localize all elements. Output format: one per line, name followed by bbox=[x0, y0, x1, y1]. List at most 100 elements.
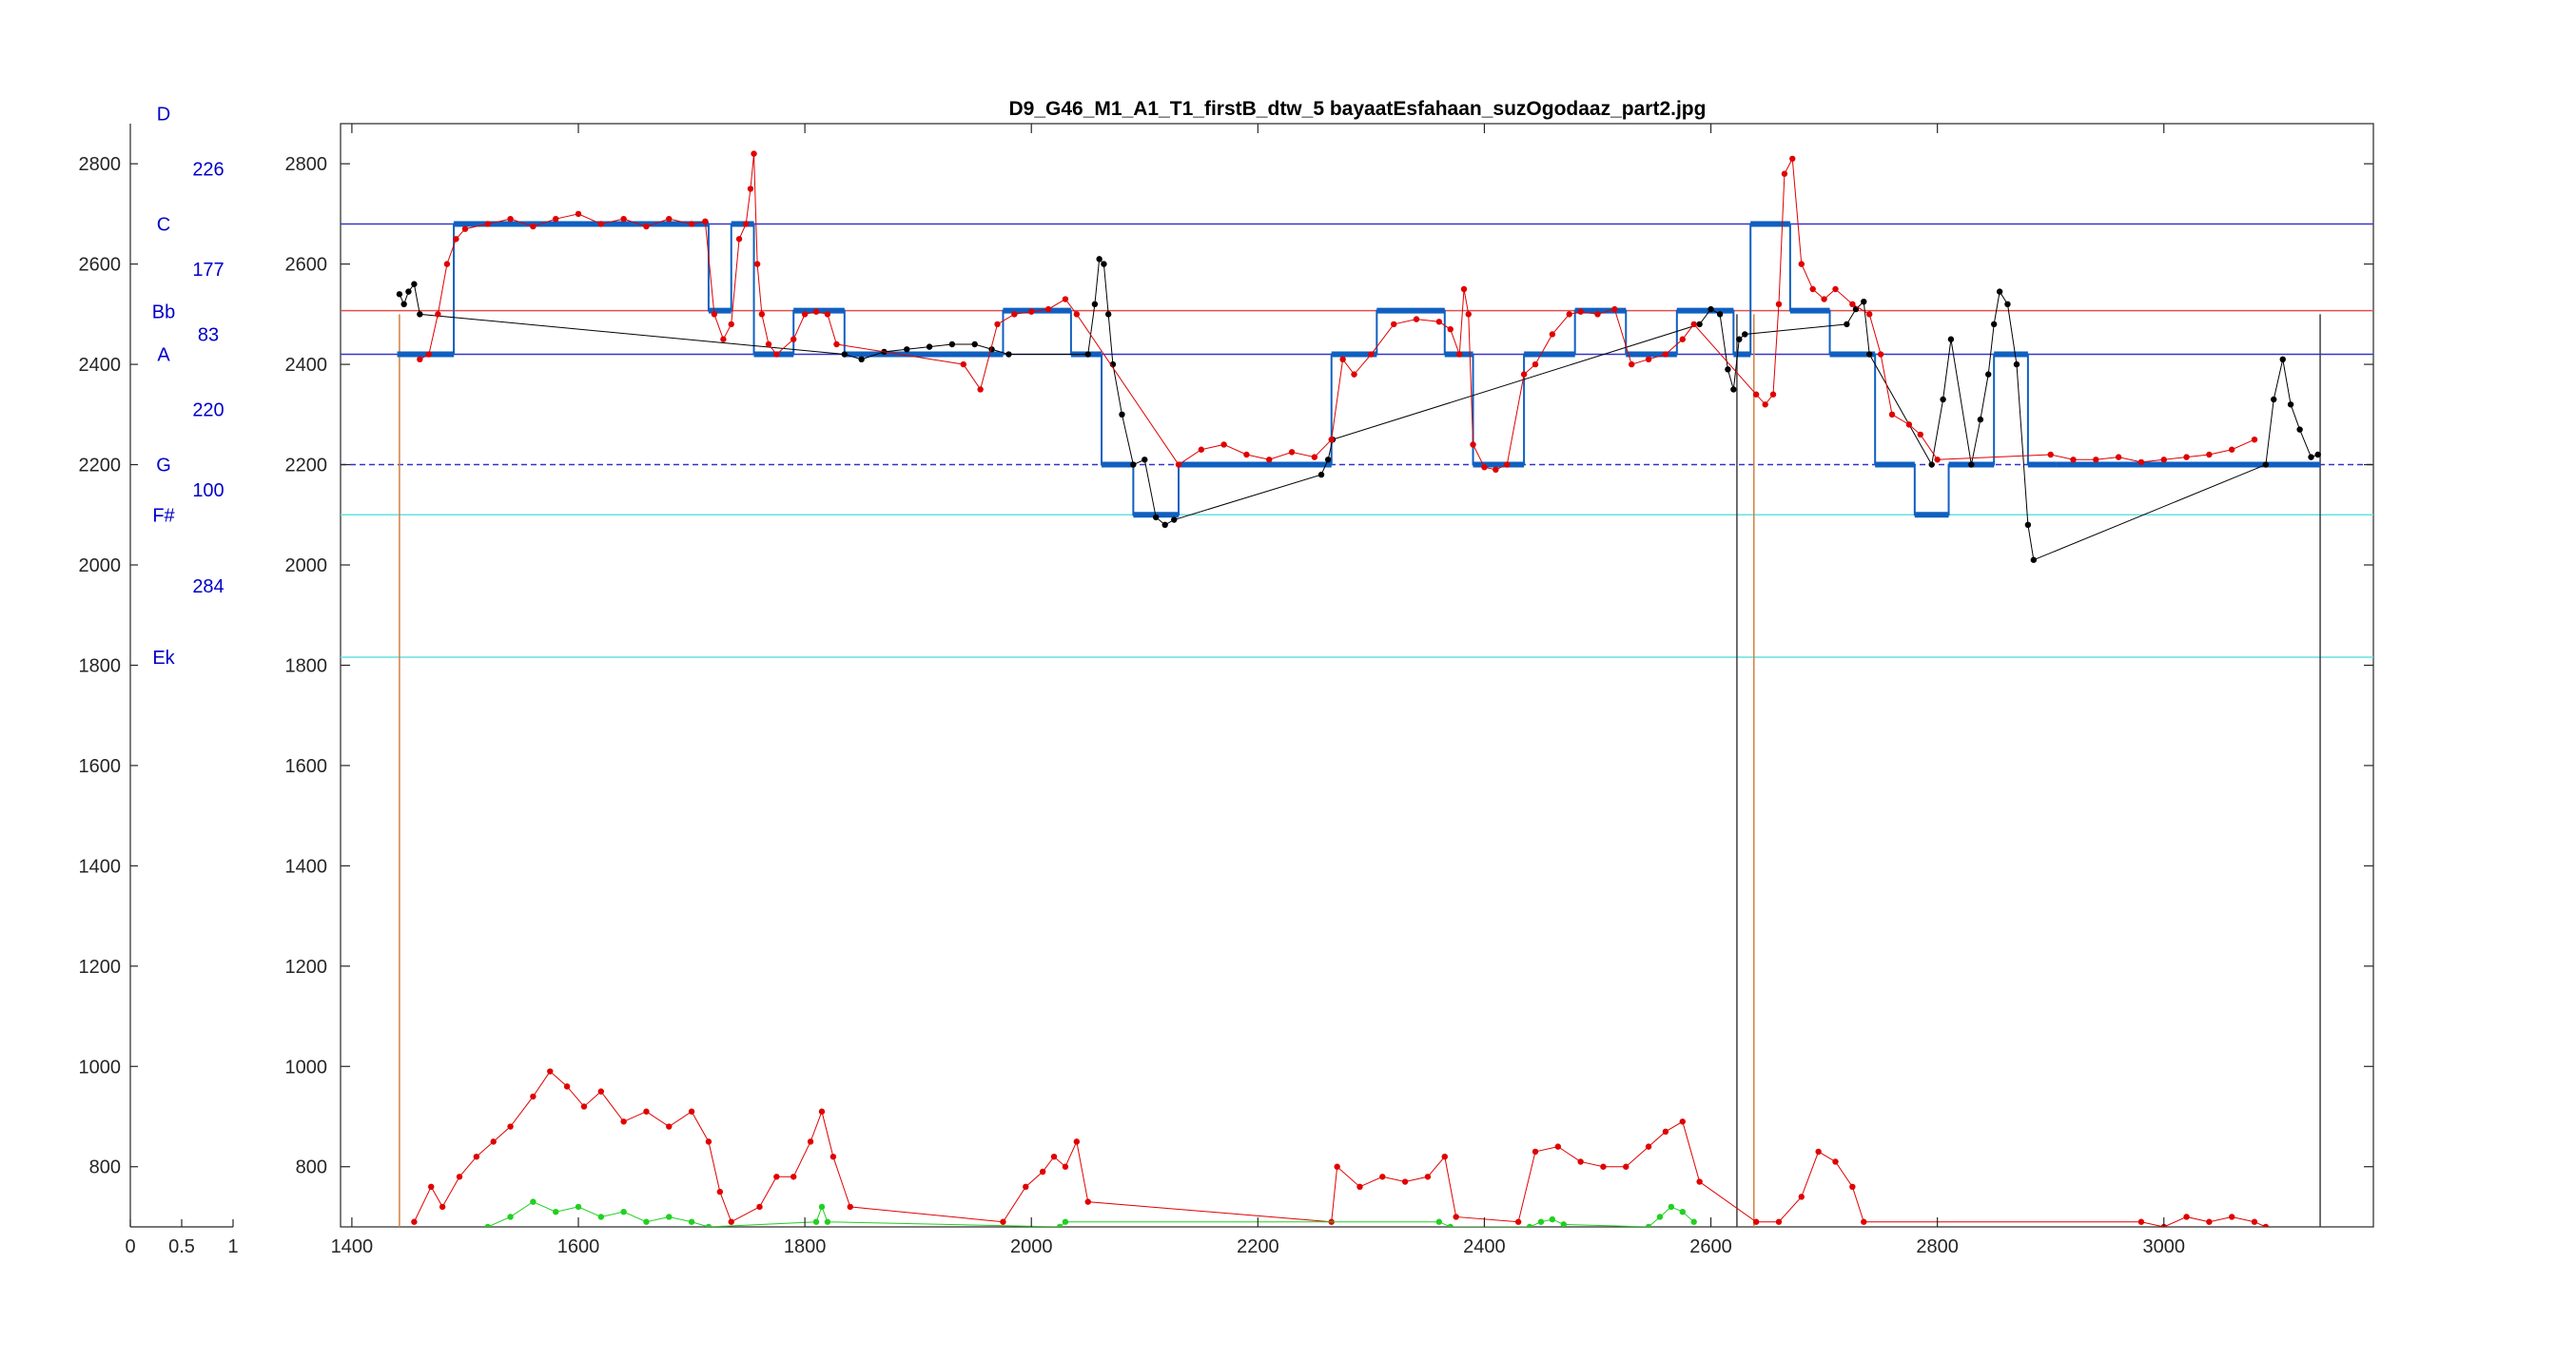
y-tick-label: 800 bbox=[296, 1157, 327, 1178]
data-point bbox=[1520, 371, 1528, 378]
data-point bbox=[1447, 1223, 1454, 1227]
data-point bbox=[439, 1203, 446, 1211]
data-point bbox=[1142, 457, 1148, 463]
data-point bbox=[1401, 1178, 1409, 1185]
data-point bbox=[1662, 351, 1669, 358]
data-point bbox=[1934, 457, 1941, 463]
x-tick-label: 2800 bbox=[1916, 1236, 1959, 1257]
data-point bbox=[728, 1218, 734, 1225]
data-point bbox=[829, 1153, 837, 1160]
data-point bbox=[507, 1123, 514, 1130]
series-group bbox=[417, 150, 2258, 474]
data-point bbox=[818, 1203, 826, 1211]
data-point bbox=[1288, 449, 1296, 456]
data-point bbox=[530, 1198, 537, 1205]
data-point bbox=[2296, 426, 2303, 433]
interval-label: 83 bbox=[198, 324, 219, 345]
interval-label: 284 bbox=[192, 576, 224, 597]
data-point bbox=[926, 343, 933, 350]
y-tick-label: 1600 bbox=[285, 756, 328, 777]
data-point bbox=[1716, 311, 1724, 318]
data-point bbox=[790, 1174, 797, 1180]
data-point bbox=[1554, 1143, 1562, 1150]
data-point bbox=[807, 1138, 814, 1145]
data-point bbox=[801, 311, 809, 318]
data-point bbox=[1311, 454, 1318, 460]
data-point bbox=[1645, 1143, 1652, 1150]
scale-x-tick-label: 0 bbox=[125, 1236, 135, 1257]
data-point bbox=[1679, 336, 1686, 342]
data-point bbox=[2206, 451, 2213, 458]
data-point bbox=[2262, 461, 2270, 468]
x-tick-label: 2200 bbox=[1237, 1236, 1279, 1257]
data-point bbox=[756, 1203, 763, 1211]
data-point bbox=[1532, 1148, 1539, 1156]
data-point bbox=[1789, 155, 1796, 163]
data-point bbox=[1424, 1174, 1432, 1180]
data-point bbox=[1781, 170, 1788, 177]
data-point bbox=[1968, 461, 1975, 468]
data-point bbox=[473, 1153, 480, 1160]
data-point bbox=[1062, 1218, 1069, 1225]
data-point bbox=[643, 223, 650, 230]
data-point bbox=[2160, 457, 2167, 463]
data-point bbox=[1460, 285, 1468, 293]
data-point bbox=[2228, 1214, 2235, 1220]
data-point bbox=[904, 346, 910, 353]
data-point bbox=[773, 1174, 780, 1180]
data-point bbox=[1324, 457, 1332, 463]
data-point bbox=[1220, 441, 1227, 448]
chart-title: D9_G46_M1_A1_T1_firstB_dtw_5 bayaatEsfah… bbox=[1009, 98, 1707, 120]
data-point bbox=[1730, 386, 1737, 393]
data-point bbox=[1696, 321, 1703, 328]
data-point bbox=[2262, 1223, 2270, 1227]
data-point bbox=[1985, 371, 1992, 378]
data-point bbox=[705, 1138, 712, 1145]
scale-y-tick-label: 2400 bbox=[79, 355, 122, 376]
scale-x-tick-label: 1 bbox=[227, 1236, 238, 1257]
data-point bbox=[1742, 331, 1748, 338]
scale-y-tick-label: 2800 bbox=[79, 154, 122, 175]
data-point bbox=[484, 221, 491, 227]
data-point bbox=[994, 321, 1001, 328]
data-point bbox=[1762, 401, 1768, 408]
data-point bbox=[2228, 446, 2235, 453]
y-tick-label: 1000 bbox=[285, 1057, 328, 1078]
data-point bbox=[728, 321, 734, 328]
data-point bbox=[2047, 451, 2054, 458]
data-point bbox=[1039, 1168, 1046, 1176]
data-point bbox=[666, 1123, 673, 1130]
y-tick-label: 2600 bbox=[285, 255, 328, 276]
data-point bbox=[812, 1218, 820, 1225]
scale-y-tick-label: 2000 bbox=[79, 555, 122, 576]
data-point bbox=[1198, 446, 1205, 453]
data-point bbox=[411, 1218, 418, 1225]
data-point bbox=[1769, 391, 1777, 398]
data-point bbox=[643, 1108, 650, 1115]
data-point bbox=[1351, 371, 1357, 378]
data-point bbox=[1062, 1163, 1069, 1170]
data-point bbox=[417, 356, 423, 363]
data-point bbox=[1549, 331, 1556, 338]
data-point bbox=[2251, 436, 2258, 443]
data-point bbox=[1849, 301, 1856, 308]
note-label: G bbox=[156, 456, 171, 476]
data-point bbox=[1577, 1158, 1584, 1165]
data-point bbox=[1832, 285, 1839, 293]
data-point bbox=[1656, 1214, 1664, 1220]
data-point bbox=[1752, 1218, 1760, 1225]
data-point bbox=[1435, 319, 1443, 325]
data-point bbox=[833, 340, 840, 348]
data-point bbox=[1928, 461, 1935, 468]
data-point bbox=[1084, 1198, 1091, 1205]
data-point bbox=[666, 1214, 673, 1220]
data-point bbox=[1044, 305, 1052, 313]
data-point bbox=[620, 1208, 627, 1215]
data-point bbox=[1775, 1218, 1783, 1225]
data-point bbox=[1356, 1183, 1363, 1191]
data-point bbox=[1504, 461, 1511, 468]
data-point bbox=[428, 1183, 435, 1191]
data-point bbox=[747, 185, 754, 192]
data-point bbox=[425, 351, 433, 358]
